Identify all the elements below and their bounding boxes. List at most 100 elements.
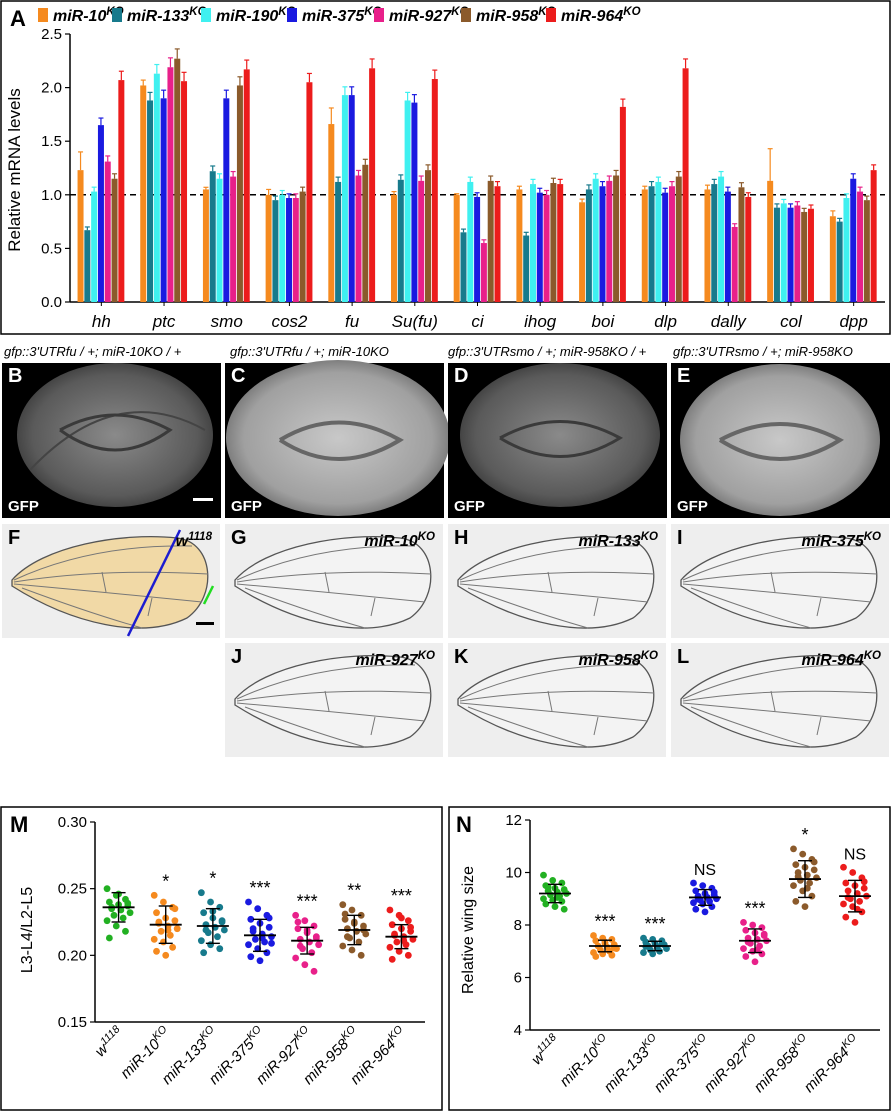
panel-m-frame (0, 806, 443, 1111)
wing-vein (236, 690, 432, 702)
significance-label: * (801, 825, 808, 845)
wing-vein (690, 706, 812, 748)
wing-vein (467, 706, 589, 748)
data-point (744, 938, 752, 946)
data-point (560, 905, 568, 913)
wing-vein (816, 597, 822, 617)
bar (272, 200, 279, 302)
wing-vein (682, 702, 872, 722)
gfp-label-d: GFP (454, 498, 485, 515)
bar (453, 194, 460, 302)
bar (91, 191, 98, 302)
data-point (692, 887, 700, 895)
disc-image-e (671, 363, 890, 518)
bar (411, 102, 418, 302)
x-tick-label: boi (592, 312, 616, 331)
wing-outline (457, 536, 655, 629)
data-point (794, 873, 802, 880)
bar (801, 211, 808, 302)
x-tick-label: w1118 (527, 1031, 564, 1068)
x-tick-label: hh (92, 312, 111, 331)
significance-label: *** (594, 912, 615, 932)
bar (181, 81, 188, 302)
data-point (292, 911, 300, 919)
data-point (792, 897, 800, 905)
wing-vein (324, 571, 330, 593)
wing-vein (547, 690, 553, 712)
bar (529, 184, 536, 302)
data-point (749, 921, 757, 929)
panel-label-j: J (231, 646, 242, 668)
legend-label: miR-190KO (216, 6, 296, 25)
data-point (160, 898, 167, 906)
data-point (218, 917, 226, 925)
data-point (810, 866, 818, 874)
data-point (640, 949, 647, 956)
data-point (339, 942, 347, 950)
bar (780, 203, 787, 302)
bar (536, 192, 543, 302)
wing-vein (770, 690, 776, 712)
data-point (341, 915, 349, 923)
bar (738, 187, 745, 302)
x-tick-label: dlp (654, 312, 677, 331)
significance-label: *** (391, 886, 412, 906)
data-point (105, 934, 113, 942)
y-tick-label: 1.0 (41, 187, 62, 204)
bar (431, 79, 438, 302)
wing-vein (236, 664, 416, 700)
significance-label: NS (844, 846, 866, 863)
disc-image-c (225, 360, 450, 518)
wing-vein (690, 587, 812, 629)
y-tick-label: 2.5 (41, 26, 62, 43)
data-point (341, 910, 349, 918)
wing-vein (593, 716, 599, 736)
bar (585, 189, 592, 302)
data-point (849, 869, 857, 876)
wing-vein (459, 690, 655, 702)
data-point (740, 945, 747, 953)
data-point (409, 935, 417, 943)
data-point (851, 918, 859, 926)
data-point (202, 926, 210, 934)
bar (767, 180, 774, 302)
bar (460, 232, 467, 302)
y-tick-label: 6 (514, 970, 522, 987)
panel-label-a: A (10, 6, 26, 31)
bar (543, 194, 550, 302)
panel-label-c: C (231, 365, 245, 387)
data-point (162, 951, 170, 959)
data-point (157, 927, 165, 935)
panel-a-ylabel: Relative mRNA levels (5, 88, 24, 251)
x-tick-label: miR-964KO (799, 1031, 864, 1096)
legend-swatch (374, 8, 384, 22)
data-point (860, 884, 868, 892)
bar (599, 186, 606, 302)
data-point (207, 898, 214, 906)
bar (619, 106, 626, 303)
data-point (296, 942, 304, 950)
data-point (339, 901, 347, 909)
wing-outline (457, 655, 655, 748)
bar (299, 191, 306, 302)
data-point (860, 878, 868, 886)
panel-m-ylabel: L3-L4/L2-L5 (19, 887, 36, 973)
gfp-label-e: GFP (677, 498, 708, 515)
wing-vein (467, 587, 589, 629)
data-point (214, 933, 221, 941)
wing-vein (459, 664, 639, 700)
data-point (268, 933, 275, 941)
wing-vein (459, 702, 649, 722)
data-point (398, 914, 405, 922)
disc-image-d (448, 363, 667, 518)
data-point (395, 947, 403, 955)
data-point (256, 957, 264, 965)
bar (655, 181, 662, 302)
data-point (758, 924, 766, 932)
wing-vein (244, 706, 366, 748)
bar (648, 186, 655, 302)
data-point (348, 946, 356, 954)
